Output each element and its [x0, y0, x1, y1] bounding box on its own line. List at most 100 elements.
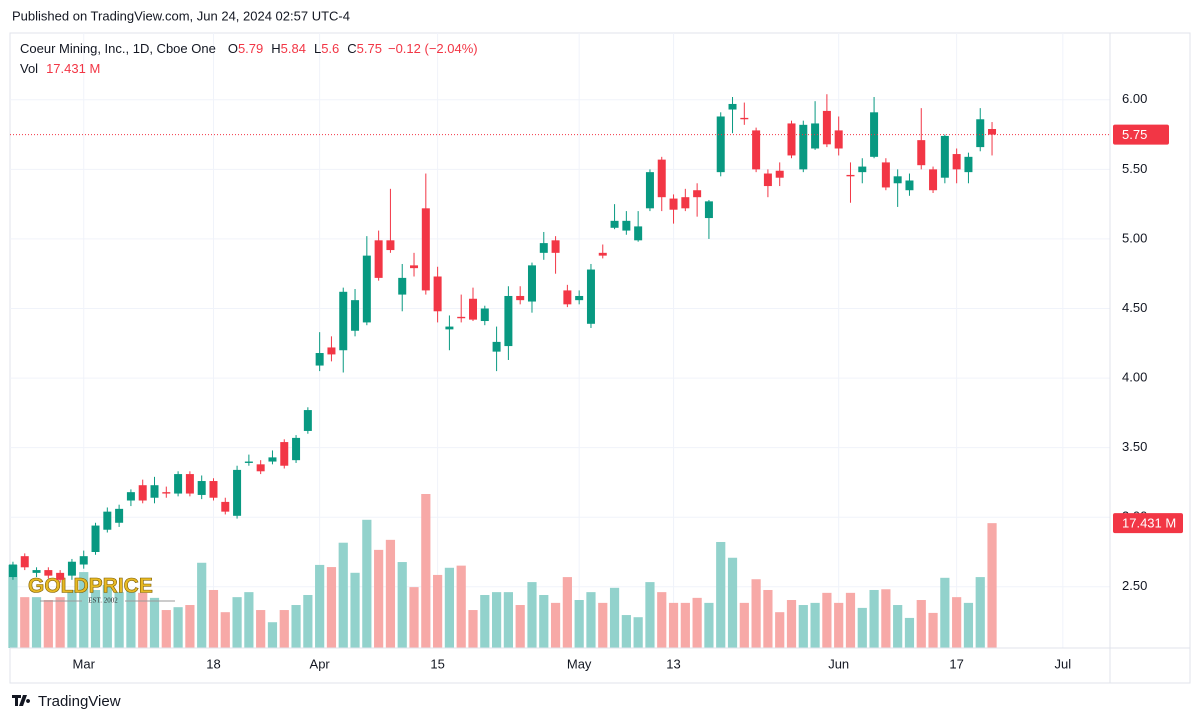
- candle-body: [787, 123, 796, 156]
- candle-body: [740, 117, 749, 120]
- candle-body: [575, 295, 584, 301]
- candle-body: [126, 492, 135, 501]
- volume-bar: [244, 592, 254, 648]
- volume-badge-text: 17.431 M: [1122, 516, 1176, 531]
- candle-body: [398, 277, 407, 295]
- candle-body: [586, 269, 595, 324]
- candle-body: [197, 481, 206, 495]
- x-tick-label: Jul: [1055, 656, 1072, 671]
- watermark-name: GOLDPRICE: [28, 575, 153, 598]
- candle-body: [67, 561, 76, 576]
- volume-bar: [716, 541, 726, 648]
- volume-layer: [8, 494, 997, 648]
- ohlc-label: H: [271, 41, 281, 56]
- candle-body: [645, 172, 654, 209]
- candle-body: [115, 508, 124, 523]
- volume-title: Vol: [20, 61, 39, 76]
- candle-body: [351, 300, 360, 331]
- volume-bar: [798, 605, 808, 648]
- volume-bar: [232, 597, 242, 648]
- volume-bar: [256, 610, 266, 648]
- candle-body: [150, 485, 159, 498]
- candle-body: [457, 316, 466, 319]
- volume-bar: [350, 572, 360, 648]
- volume-bar: [550, 602, 561, 648]
- volume-bar: [208, 589, 219, 648]
- candle-body: [504, 295, 513, 347]
- frame: [9, 32, 1191, 684]
- candle-body: [492, 341, 501, 352]
- volume-bar: [775, 612, 785, 648]
- candle-body: [563, 290, 572, 305]
- candle-body: [469, 298, 478, 320]
- ohlc-value: 5.6: [321, 41, 340, 56]
- volume-bar: [161, 610, 171, 648]
- volume-bar: [668, 602, 679, 648]
- candle-body: [929, 169, 938, 191]
- x-tick-label: 13: [666, 656, 680, 671]
- volume-bar: [916, 600, 926, 648]
- volume-bar: [55, 597, 65, 648]
- footer: TradingView: [12, 693, 121, 710]
- candle-body: [704, 201, 713, 219]
- volume-bar: [102, 584, 112, 648]
- candle-body: [445, 326, 454, 330]
- volume-bar: [138, 592, 148, 648]
- price-badge-text: 5.75: [1122, 127, 1147, 142]
- watermark: GOLDPRICE EST. 2002: [28, 574, 175, 605]
- volume-bar: [43, 600, 53, 648]
- y-tick-label: 4.00: [1122, 370, 1147, 385]
- candle-body: [174, 474, 183, 494]
- volume-bar: [975, 577, 985, 648]
- candle-body: [752, 130, 761, 170]
- candle-body: [79, 556, 88, 565]
- change: −0.12 (−2.04%): [387, 41, 478, 56]
- candle-body: [44, 570, 53, 576]
- candle-body: [811, 123, 820, 149]
- volume-bar: [421, 494, 431, 648]
- candle-body: [775, 170, 784, 178]
- candle-body: [917, 140, 926, 166]
- volume-bar: [763, 589, 773, 648]
- volume-bar: [362, 519, 372, 648]
- candle-body: [822, 110, 831, 145]
- x-tick-label: Apr: [310, 656, 331, 671]
- volume-bar: [952, 597, 962, 648]
- volume-bar: [291, 605, 301, 648]
- candle-body: [480, 308, 489, 322]
- candle-body: [91, 525, 100, 552]
- volume-bar: [374, 549, 384, 648]
- candle-body: [657, 159, 666, 198]
- volume-bar: [692, 597, 702, 648]
- volume-bar: [739, 602, 749, 648]
- y-tick-label: 5.50: [1122, 161, 1147, 176]
- volume-bar: [515, 605, 525, 648]
- candle-body: [728, 103, 737, 110]
- volume-bar: [114, 592, 124, 648]
- volume-bar: [845, 592, 856, 648]
- volume-bar: [90, 589, 101, 648]
- volume-bar: [279, 610, 289, 648]
- candle-body: [103, 511, 112, 530]
- volume-bar: [869, 589, 879, 648]
- candles-layer: [8, 94, 997, 583]
- volume-bar: [598, 602, 608, 648]
- volume-bar: [385, 539, 396, 648]
- volume-legend: Vol 17.431 M: [20, 61, 100, 76]
- candle-body: [32, 570, 41, 573]
- volume-bar: [987, 523, 997, 648]
- volume-bar: [834, 602, 844, 648]
- candle-body: [693, 190, 702, 198]
- ohlc: O 5.79 H 5.84 L 5.6 C 5.75: [228, 41, 382, 56]
- volume-bar: [456, 565, 466, 648]
- candle-body: [209, 481, 218, 498]
- candle-body: [716, 116, 725, 173]
- volume-bar: [822, 592, 832, 648]
- candle-body: [386, 240, 395, 251]
- volume-bar: [444, 567, 455, 648]
- volume-bar: [810, 602, 820, 648]
- candle-body: [433, 276, 442, 312]
- candle-body: [834, 130, 843, 149]
